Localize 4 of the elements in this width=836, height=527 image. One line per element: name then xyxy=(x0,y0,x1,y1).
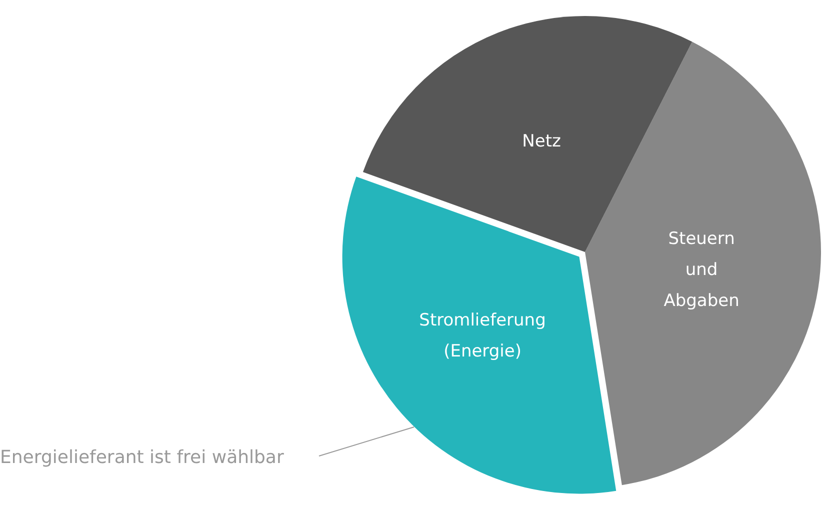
text: Energielieferant ist frei wählbar xyxy=(0,447,284,468)
slice-label: Steuern und Abgaben xyxy=(664,228,740,311)
slice-label: Netz xyxy=(522,132,562,152)
slice-label: Stromlieferung (Energie) xyxy=(419,310,546,362)
